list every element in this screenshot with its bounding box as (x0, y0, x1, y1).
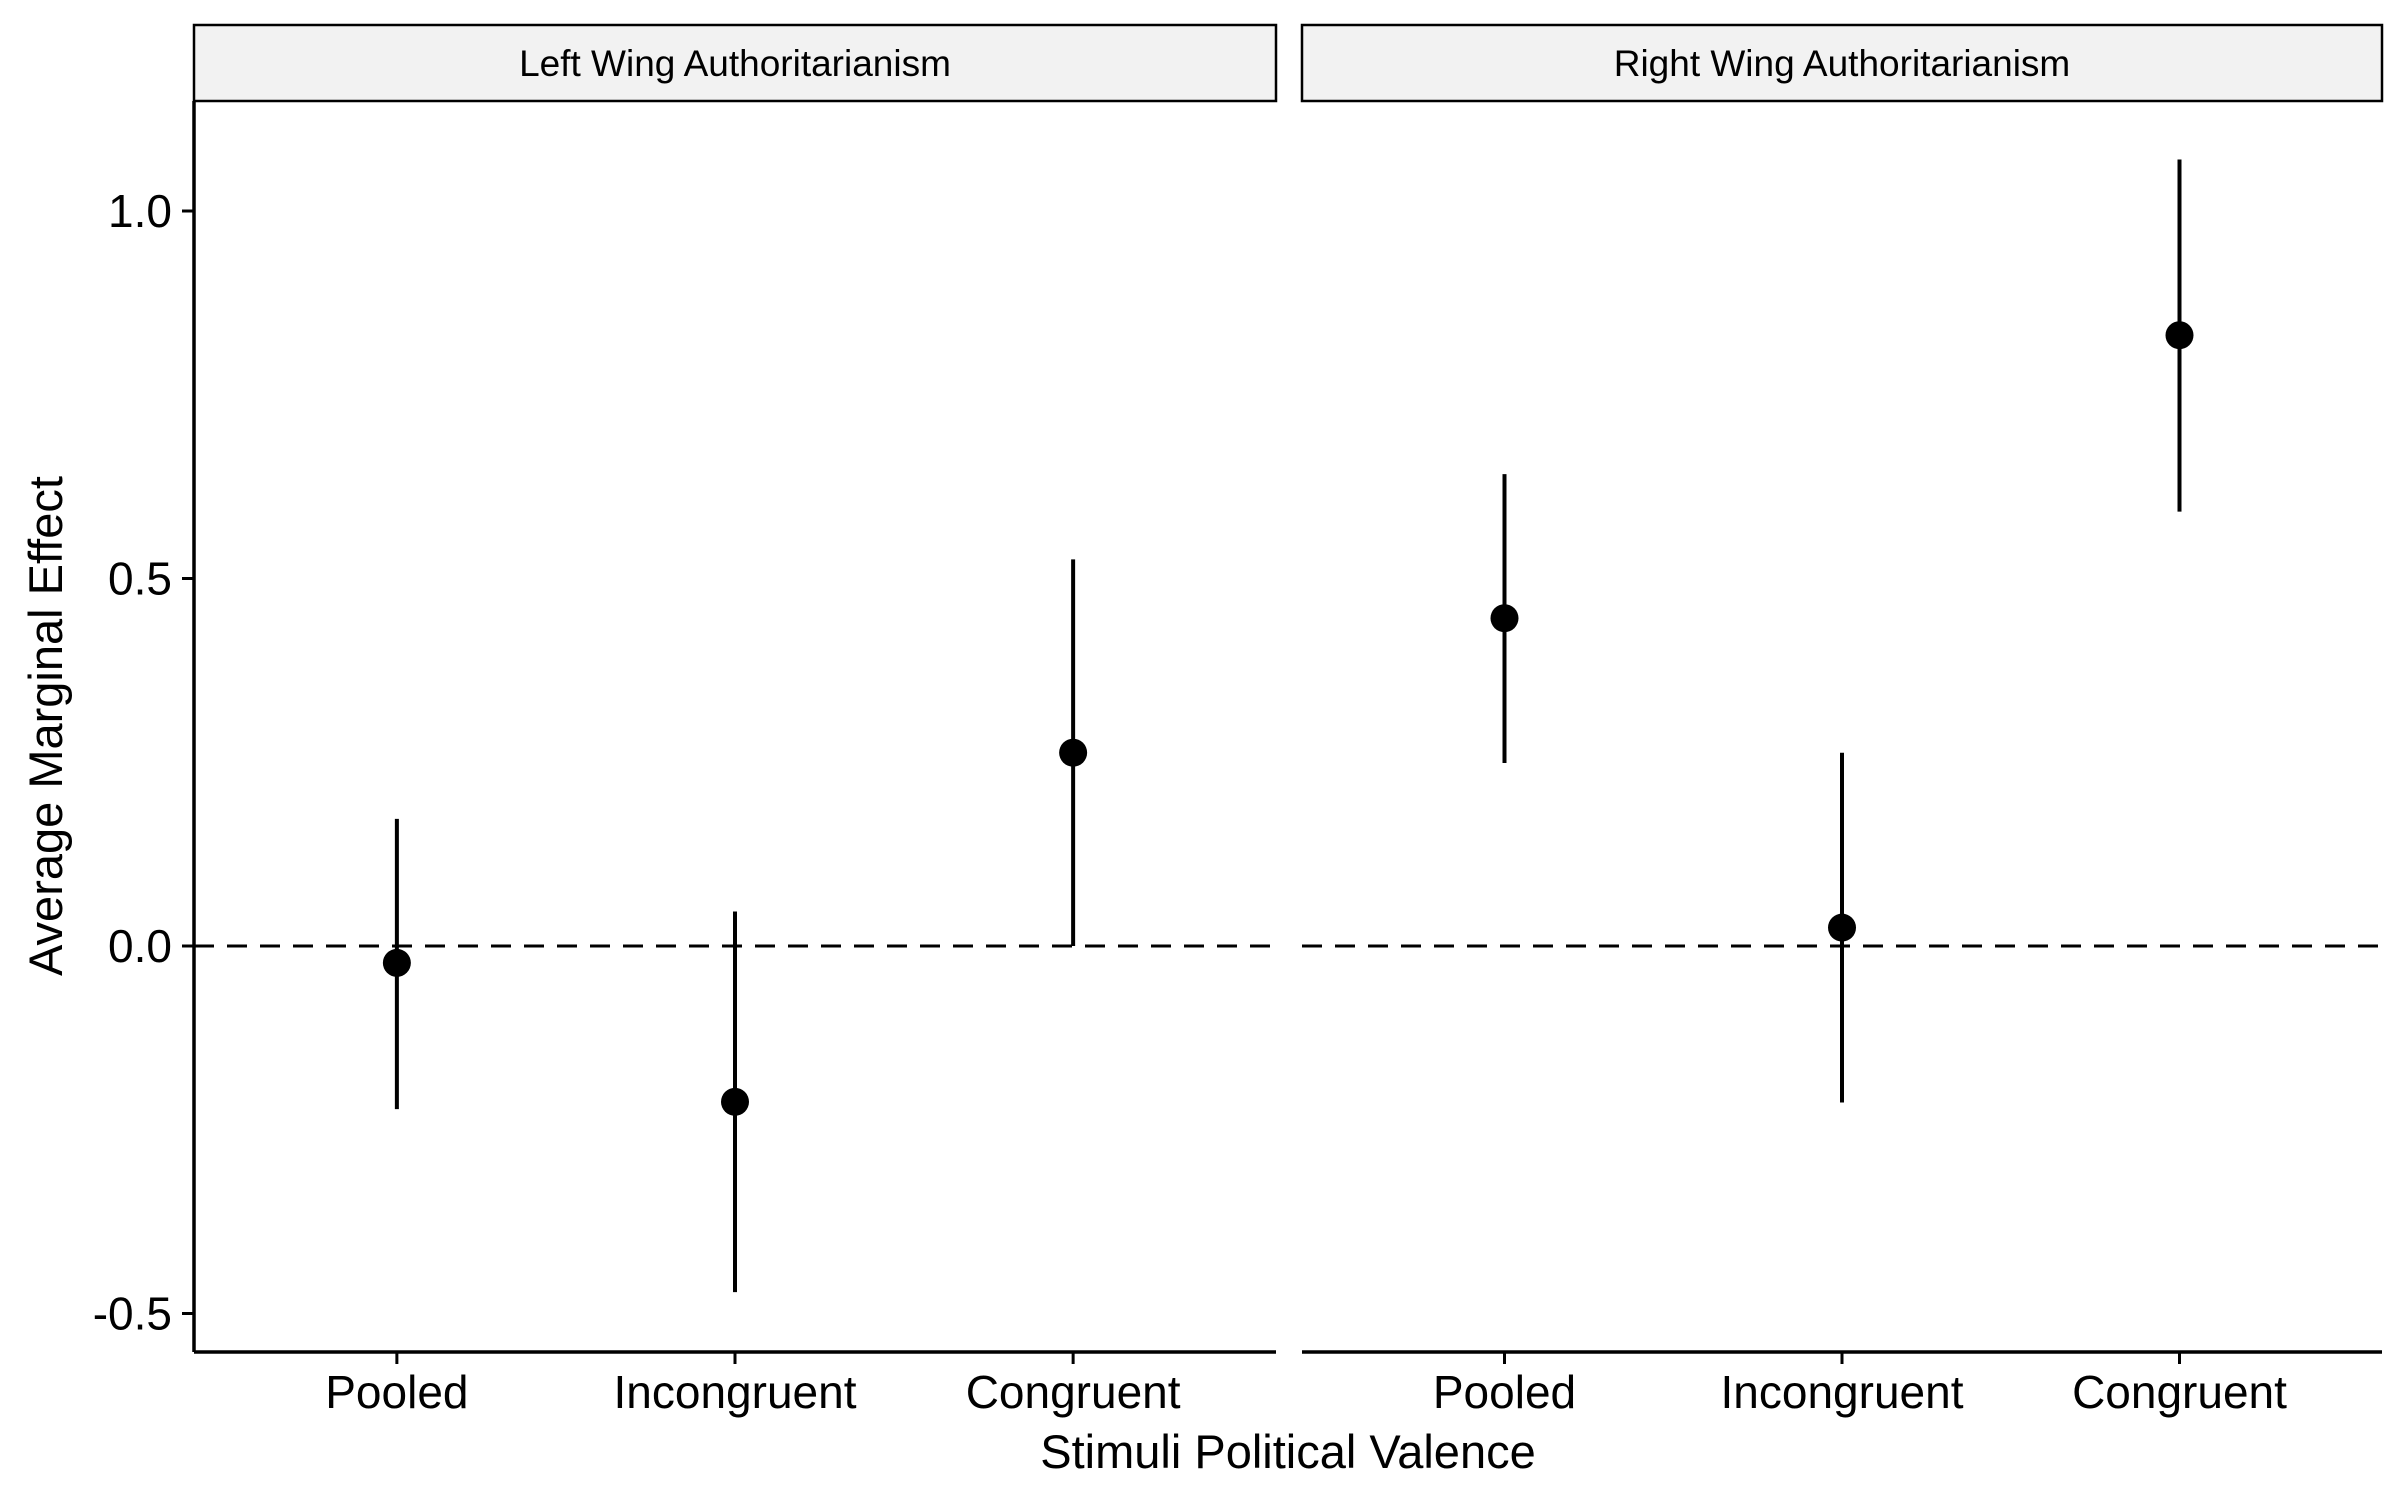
point-estimate-congruent (1059, 738, 1088, 767)
point-estimate-incongruent (1828, 913, 1856, 942)
point-estimate-pooled (382, 948, 411, 977)
x-tick-label: Pooled (325, 1366, 468, 1418)
x-tick-label: Incongruent (1721, 1366, 1964, 1418)
x-axis-title: Stimuli Political Valence (1040, 1425, 1535, 1478)
point-estimate-incongruent (721, 1087, 749, 1116)
y-tick-label: 1.0 (108, 185, 172, 237)
x-tick-label: Congruent (2072, 1366, 2287, 1418)
x-tick-label: Congruent (966, 1366, 1181, 1418)
point-estimate-congruent (2165, 321, 2194, 350)
facet-title-2: Right Wing Authoritarianism (1614, 43, 2071, 84)
y-tick-label: 0.0 (108, 920, 172, 972)
facet-strip-2 (1300, 23, 2384, 103)
point-estimate-pooled (1490, 604, 1519, 633)
x-tick-label: Incongruent (614, 1366, 857, 1418)
facet-strip-1 (192, 23, 1278, 103)
y-tick-label: -0.5 (93, 1288, 172, 1340)
facet-title-1: Left Wing Authoritarianism (519, 43, 951, 84)
y-tick-label: 0.5 (108, 553, 172, 605)
x-tick-label: Pooled (1433, 1366, 1576, 1418)
y-axis-title: Average Marginal Effect (19, 476, 72, 976)
